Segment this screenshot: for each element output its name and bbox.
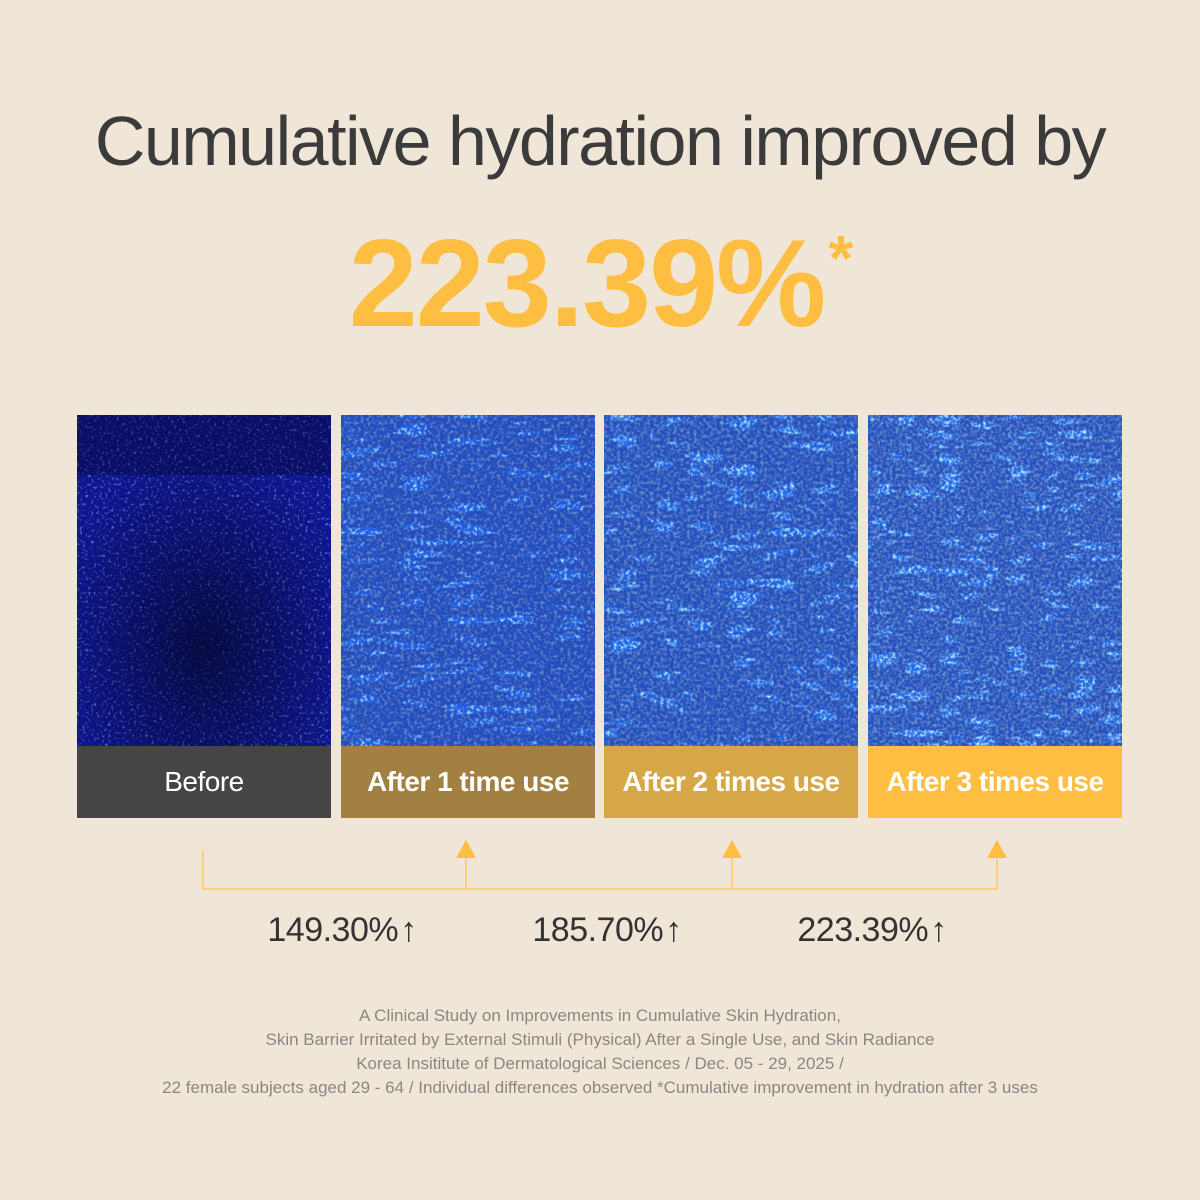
skin-image-after-1 [341,415,595,746]
panel-before: Before [77,415,331,818]
headline: Cumulative hydration improved by [94,102,1107,180]
skin-image-after-3 [868,415,1122,746]
hydration-improvement-number: 223.39% [348,215,827,353]
footnote-line: A Clinical Study on Improvements in Cumu… [359,1006,841,1025]
panel-after-3: After 3 times use [868,415,1122,818]
arrow-up-icon: ↑ [400,911,417,949]
panel-label-before: Before [77,746,331,818]
panel-label-after-1: After 1 time use [341,746,595,818]
connector-line-1 [202,850,467,890]
connector-line-3 [732,856,998,890]
increase-value: 149.30% [267,911,399,949]
study-footnote: A Clinical Study on Improvements in Cumu… [0,1004,1200,1100]
footnote-line: 22 female subjects aged 29 - 64 / Indivi… [162,1078,1038,1097]
increase-after-1: 149.30%↑ [222,906,462,954]
panel-after-1: After 1 time use [341,415,595,818]
footnote-line: Skin Barrier Irritated by External Stimu… [265,1030,935,1049]
skin-image-after-2 [604,415,858,746]
arrow-up-icon: ↑ [665,911,682,949]
increase-value: 185.70% [532,911,664,949]
connector-arrow-1 [456,840,476,858]
hydration-improvement-value: 223.39%* [0,222,1200,346]
progress-connector [202,840,1007,890]
increase-after-3: 223.39%↑ [752,906,992,954]
skin-image-before [77,415,331,746]
increase-value: 223.39% [797,911,929,949]
arrow-up-icon: ↑ [930,911,947,949]
connector-arrow-2 [722,840,742,858]
footnote-line: Korea Insititute of Dermatological Scien… [356,1054,844,1073]
connector-arrow-3 [987,840,1007,858]
connector-line-2 [466,856,733,890]
increase-after-2: 185.70%↑ [487,906,727,954]
panel-label-after-3: After 3 times use [868,746,1122,818]
panel-after-2: After 2 times use [604,415,858,818]
footnote-asterisk: * [828,222,853,294]
panel-label-after-2: After 2 times use [604,746,858,818]
